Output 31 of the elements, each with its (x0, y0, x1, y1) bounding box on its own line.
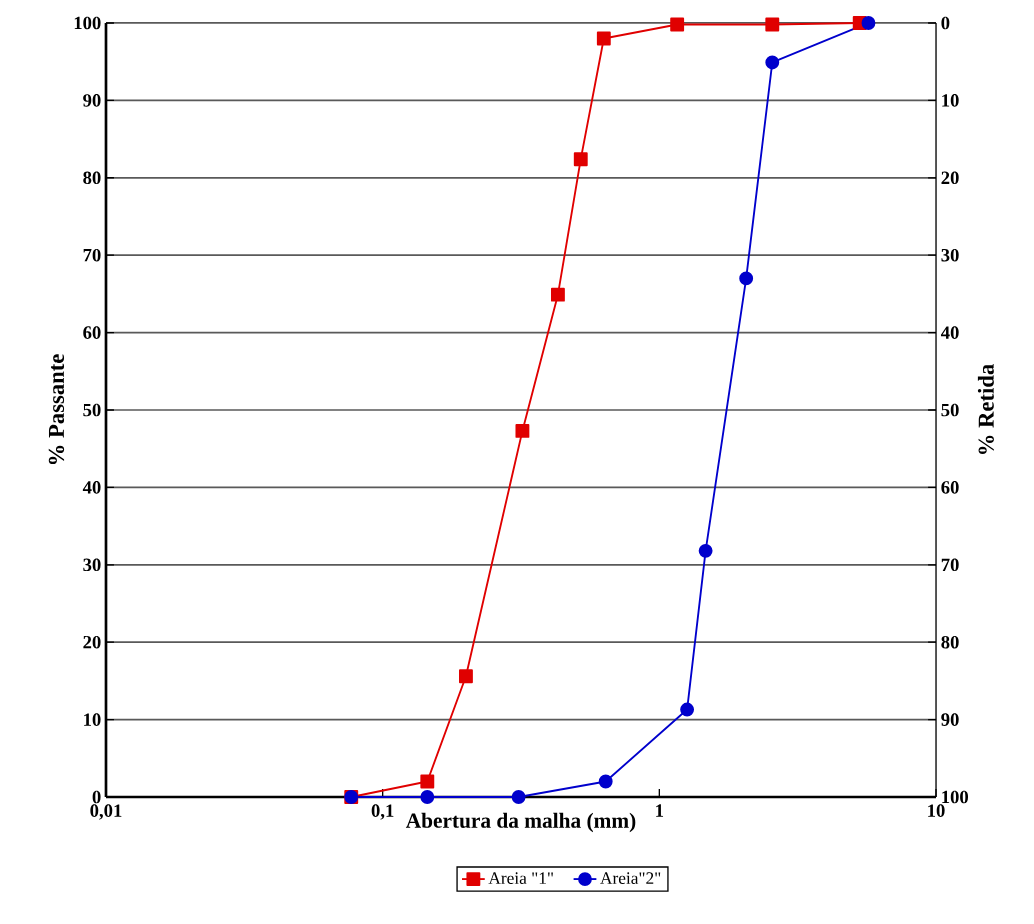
y2-tick-label: 70 (941, 558, 959, 572)
y2-axis-title: % Retida (977, 364, 994, 454)
y-tick-label: 80 (83, 171, 101, 185)
y2-tick-label: 80 (941, 635, 959, 649)
y2-tick-label: 100 (942, 790, 969, 804)
y-axis-title: % Passante (48, 354, 65, 465)
x-axis-title: Abertura da malha (mm) (405, 812, 636, 833)
y-tick-label: 30 (83, 558, 101, 572)
y2-tick-label: 40 (940, 326, 959, 339)
legend-label: Areia "1" (488, 872, 553, 884)
y2-tick-label: 60 (941, 481, 959, 494)
y-tick-label: 20 (83, 635, 101, 649)
y-tick-label: 60 (83, 326, 101, 339)
y2-tick-label: 90 (941, 713, 959, 726)
y2-tick-label: 10 (942, 94, 959, 107)
y-tick-label: 90 (83, 94, 101, 107)
y-tick-label: 50 (83, 403, 101, 417)
legend-label: Areia"2" (600, 872, 661, 884)
y-tick-label: 10 (84, 713, 101, 726)
x-tick-label: 0,1 (371, 804, 394, 820)
y2-tick-label: 20 (941, 171, 959, 185)
x-tick-label: 1 (656, 804, 664, 817)
y2-tick-label: 50 (941, 403, 959, 417)
x-tick-label: 0,01 (90, 804, 122, 820)
y2-tick-label: 30 (941, 248, 959, 262)
y-tick-label: 100 (74, 16, 101, 30)
y-tick-label: 0 (92, 790, 101, 804)
y2-tick-label: 0 (941, 16, 950, 30)
y-tick-label: 70 (83, 248, 101, 262)
x-tick-label: 10 (928, 804, 945, 817)
y-tick-label: 40 (82, 481, 101, 494)
